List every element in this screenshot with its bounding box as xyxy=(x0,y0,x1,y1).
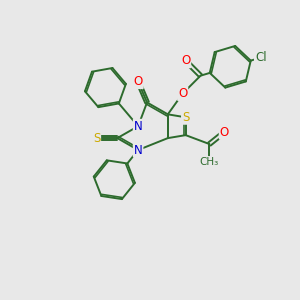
Text: O: O xyxy=(181,54,190,67)
Text: Cl: Cl xyxy=(255,51,266,64)
Text: S: S xyxy=(93,132,100,145)
Text: N: N xyxy=(134,143,142,157)
Text: S: S xyxy=(182,111,189,124)
Text: CH₃: CH₃ xyxy=(200,157,219,167)
Text: N: N xyxy=(134,120,142,133)
Text: O: O xyxy=(220,126,229,139)
Text: O: O xyxy=(134,75,143,88)
Text: O: O xyxy=(178,87,187,100)
